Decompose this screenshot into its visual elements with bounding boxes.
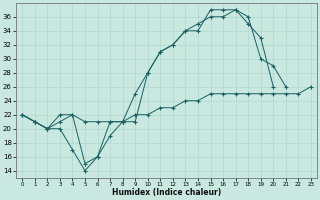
X-axis label: Humidex (Indice chaleur): Humidex (Indice chaleur) (112, 188, 221, 197)
